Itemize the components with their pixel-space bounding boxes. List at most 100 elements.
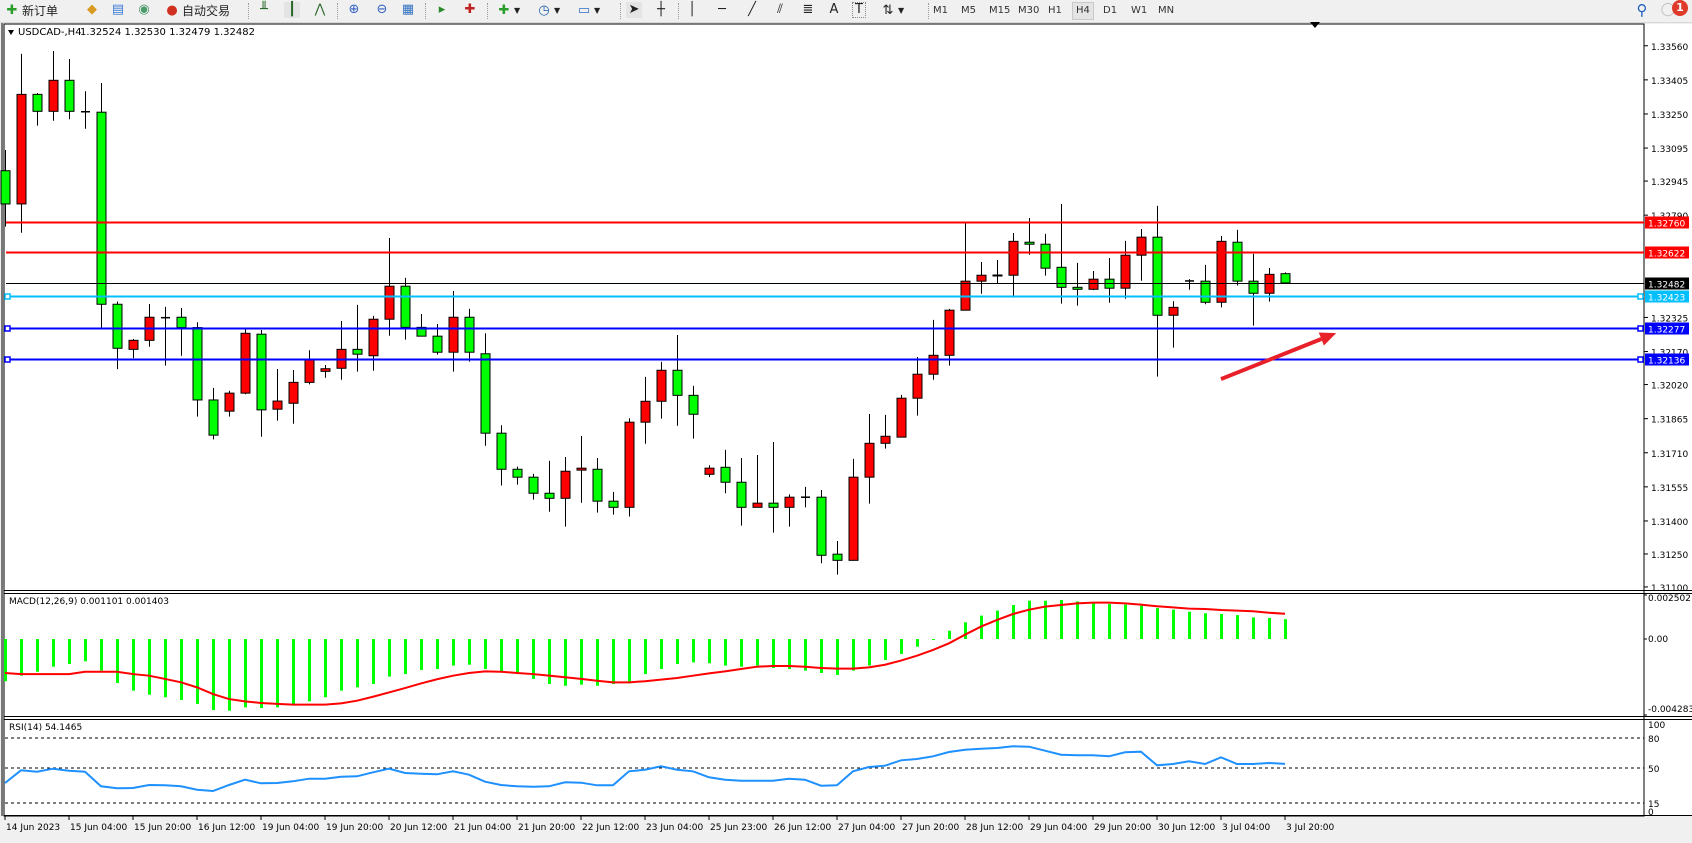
macd-histogram-bar xyxy=(1220,614,1223,639)
macd-histogram-bar xyxy=(836,639,839,675)
timeframe-d1[interactable]: D1 xyxy=(1103,5,1118,16)
candle-body xyxy=(496,432,507,470)
macd-histogram-bar xyxy=(1044,600,1047,639)
candle xyxy=(128,339,139,359)
timeframe-m1[interactable]: M1 xyxy=(933,5,948,16)
candle-body xyxy=(608,500,619,508)
metaeditor-icon[interactable]: ◆ xyxy=(87,2,97,17)
cursor-icon[interactable]: ➤ xyxy=(626,2,642,18)
line-chart-icon[interactable]: ⋀ xyxy=(314,2,326,17)
line-handle[interactable] xyxy=(1637,356,1644,363)
auto-trading-button[interactable]: ● 自动交易 xyxy=(164,2,230,20)
line-handle[interactable] xyxy=(1637,325,1644,332)
candle xyxy=(48,51,59,121)
arrows-button[interactable]: ⇅ ▼ xyxy=(880,2,905,20)
candle xyxy=(1152,205,1163,377)
macd-histogram-bar xyxy=(1284,619,1287,639)
annotation-arrow-shaft[interactable] xyxy=(1220,337,1323,381)
text-icon[interactable]: A xyxy=(829,2,839,17)
horizontal-line-icon[interactable]: ─ xyxy=(718,2,726,17)
crosshair-icon[interactable]: ┼ xyxy=(657,2,665,17)
notification-icon[interactable]: ◯ xyxy=(1660,2,1676,17)
candle-body xyxy=(864,442,875,478)
chart-menu-triangle-icon[interactable] xyxy=(8,30,14,35)
templates-button[interactable]: ▭ ▼ xyxy=(577,3,601,18)
candle xyxy=(848,458,859,561)
timeframe-m15[interactable]: M15 xyxy=(989,5,1011,16)
macd-histogram-bar xyxy=(532,639,535,679)
macd-histogram-bar xyxy=(484,639,487,670)
price-tag-label: 1.32136 xyxy=(1648,357,1685,367)
price-tag xyxy=(1645,322,1689,335)
indicators-button[interactable]: ✚ ▼ xyxy=(496,2,521,20)
price-axis[interactable] xyxy=(1644,24,1692,816)
text-label-icon[interactable]: T xyxy=(852,2,866,18)
bar-chart-icon[interactable]: ╨ xyxy=(260,2,268,17)
chart-shift-marker[interactable] xyxy=(1310,22,1320,28)
candle xyxy=(208,387,219,440)
candle-body xyxy=(112,303,123,349)
timeframe-m5[interactable]: M5 xyxy=(961,5,976,16)
candle xyxy=(384,238,395,336)
zoom-in-icon[interactable]: ⊕ xyxy=(348,2,360,17)
timeframe-mn[interactable]: MN xyxy=(1158,5,1175,16)
autoscroll-icon[interactable]: ▸ xyxy=(438,2,446,17)
timeframe-m30[interactable]: M30 xyxy=(1018,5,1040,16)
candle xyxy=(32,93,43,126)
macd-histogram-bar xyxy=(596,639,599,686)
chart-shift-icon[interactable]: ✚ xyxy=(464,2,476,17)
macd-histogram-bar xyxy=(356,639,359,688)
line-handle[interactable] xyxy=(4,293,11,300)
candle xyxy=(1072,262,1083,306)
periods-button[interactable]: ◷ ▼ xyxy=(536,2,560,20)
candle-body xyxy=(16,93,27,205)
macd-histogram-bar xyxy=(788,639,791,670)
zoom-out-icon[interactable]: ⊖ xyxy=(376,2,388,17)
macd-histogram-bar xyxy=(292,639,295,705)
time-axis: 14 Jun 2023 15 Jun 04:00 15 Jun 20:00 16 Ju… xyxy=(4,816,1335,833)
timeframe-h4[interactable]: H4 xyxy=(1072,2,1094,20)
new-order-button[interactable]: ✚ 新订单 xyxy=(4,2,58,20)
time-tick-label: 3 Jul 04:00 xyxy=(1222,823,1271,833)
price-tick-label: 1.32020 xyxy=(1651,382,1688,392)
main-pane: 1.33560 1.33405 1.33250 1.33095 1.32945 1.327… xyxy=(0,43,1689,594)
fibonacci-icon[interactable]: ≣ xyxy=(802,2,814,17)
candle-body xyxy=(208,399,219,436)
search-icon[interactable]: ⚲ xyxy=(1636,1,1648,19)
trendline-icon[interactable]: ╱ xyxy=(748,2,756,17)
macd-histogram-bar xyxy=(84,639,87,662)
price-tag xyxy=(1645,277,1689,290)
candle-body xyxy=(912,373,923,399)
market-watch-icon[interactable]: ▤ xyxy=(111,2,125,17)
chart-area[interactable] xyxy=(3,23,1645,817)
candle xyxy=(784,494,795,527)
price-tick-label: 1.31555 xyxy=(1651,484,1688,494)
tile-windows-icon[interactable]: ▦ xyxy=(401,2,415,17)
line-handle[interactable] xyxy=(4,356,11,363)
candle-body xyxy=(816,496,827,556)
vertical-line-icon[interactable]: │ xyxy=(688,2,696,17)
candle xyxy=(1024,218,1035,255)
rsi-tick-label: 15 xyxy=(1648,800,1659,810)
candlestick-icon[interactable]: ┃ xyxy=(284,2,300,18)
candle xyxy=(81,91,90,129)
candle xyxy=(256,330,267,437)
timeframe-w1[interactable]: W1 xyxy=(1131,5,1148,16)
macd-histogram-bar xyxy=(276,639,279,708)
line-handle[interactable] xyxy=(4,325,11,332)
timeframe-h1[interactable]: H1 xyxy=(1048,5,1062,16)
notification-badge[interactable]: 1 xyxy=(1672,0,1688,16)
candle xyxy=(752,454,763,508)
candle xyxy=(912,357,923,416)
macd-histogram-bar xyxy=(1108,603,1111,639)
candle xyxy=(0,150,11,227)
candle-body xyxy=(272,400,283,410)
equidistant-channel-icon[interactable]: ⫽ xyxy=(777,2,783,17)
signals-icon[interactable]: ◉ xyxy=(138,2,150,17)
candle-body xyxy=(304,358,315,383)
price-tick-label: 1.31865 xyxy=(1651,416,1688,426)
price-tag-label: 1.32760 xyxy=(1648,220,1685,230)
line-handle[interactable] xyxy=(1637,293,1644,300)
annotation-arrow-head[interactable] xyxy=(1318,332,1337,346)
